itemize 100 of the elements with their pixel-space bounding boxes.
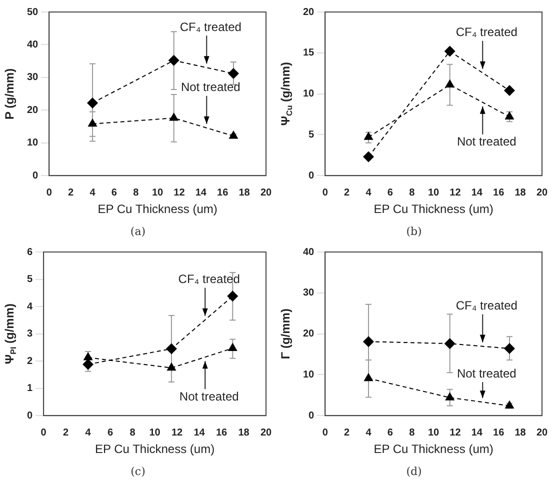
y-axis-title: ΨCu (g/mm) <box>278 62 294 126</box>
x-tick-label: 2 <box>344 427 350 438</box>
y-tick-label: 3 <box>27 328 33 340</box>
point <box>364 372 374 382</box>
series-label: Not treated <box>180 80 240 94</box>
x-tick-label: 18 <box>238 427 250 438</box>
point <box>227 290 238 302</box>
y-tick-label: 10 <box>303 369 315 380</box>
x-tick-label: 18 <box>514 427 526 438</box>
x-tick-label: 10 <box>149 427 161 438</box>
series-label: Not treated <box>456 134 516 149</box>
y-tick-label: 20 <box>303 6 315 18</box>
x-tick-label: 14 <box>471 427 483 438</box>
y-tick-label: 0 <box>308 410 315 422</box>
y-tick-label: 15 <box>303 48 315 59</box>
point <box>364 132 374 140</box>
x-tick-label: 20 <box>260 427 272 438</box>
x-tick-label: 16 <box>493 427 505 438</box>
x-tick-label: 10 <box>152 187 164 198</box>
x-tick-label: 2 <box>344 187 350 198</box>
x-axis-title: EP Cu Thickness (um) <box>98 202 218 216</box>
point <box>445 392 455 400</box>
x-tick-label: 6 <box>387 427 394 438</box>
x-tick-label: 20 <box>260 187 272 198</box>
x-tick-label: 14 <box>194 427 206 438</box>
point <box>504 111 514 120</box>
point <box>88 118 98 127</box>
point <box>504 85 515 96</box>
x-tick-label: 8 <box>409 427 416 438</box>
x-tick-label: 4 <box>366 427 372 438</box>
x-tick-label: 8 <box>409 187 416 198</box>
x-tick-label: 2 <box>63 427 70 438</box>
x-tick-label: 20 <box>536 427 548 438</box>
x-tick-label: 0 <box>322 427 328 438</box>
point <box>166 362 176 371</box>
point <box>444 338 456 350</box>
x-tick-label: 8 <box>130 427 136 438</box>
text: (b) <box>405 225 423 238</box>
y-tick-label: 0 <box>27 410 33 422</box>
x-tick-label: 18 <box>238 187 250 198</box>
y-tick-label: 20 <box>27 104 39 116</box>
point <box>169 112 179 121</box>
x-tick-label: 4 <box>366 187 372 198</box>
y-tick-label: 6 <box>27 246 33 258</box>
x-tick-label: 14 <box>195 187 207 198</box>
series-label: Not treated <box>179 389 239 404</box>
point <box>363 336 374 348</box>
x-tick-label: 12 <box>450 427 462 438</box>
point <box>228 130 238 139</box>
x-tick-label: 4 <box>85 427 92 438</box>
series-label: CF₄ treated <box>456 25 518 40</box>
x-tick-label: 4 <box>90 187 96 198</box>
x-tick-label: 16 <box>493 187 505 198</box>
x-tick-label: 14 <box>471 187 483 198</box>
x-tick-label: 10 <box>428 427 440 438</box>
x-tick-label: 10 <box>428 187 440 198</box>
x-tick-label: 12 <box>174 187 186 198</box>
y-tick-label: 2 <box>27 356 33 367</box>
text: (c) <box>130 465 146 478</box>
point <box>445 79 455 88</box>
point <box>504 400 514 409</box>
point <box>83 352 93 360</box>
y-tick-label: 5 <box>27 274 33 286</box>
series-label: CF₄ treated <box>180 20 242 34</box>
text: (d) <box>405 465 423 478</box>
x-tick-label: 12 <box>171 427 184 438</box>
y-tick-label: 30 <box>27 72 39 84</box>
y-axis-title: Γ (g/mm) <box>278 308 292 360</box>
y-tick-label: 5 <box>308 129 315 140</box>
x-tick-label: 0 <box>40 427 47 438</box>
y-axis-title: ΨPI (g/mm) <box>2 303 18 364</box>
x-tick-label: 8 <box>133 187 140 198</box>
x-tick-label: 6 <box>108 427 114 438</box>
x-axis-title: EP Cu Thickness (um) <box>374 442 494 456</box>
y-tick-label: 1 <box>27 383 33 394</box>
series-label: CF₄ treated <box>178 272 240 286</box>
point <box>87 97 98 108</box>
y-tick-label: 40 <box>27 39 39 50</box>
x-tick-label: 0 <box>322 187 328 198</box>
y-tick-label: 0 <box>32 170 39 182</box>
x-axis-title: EP Cu Thickness (um) <box>374 202 494 216</box>
point <box>166 343 177 354</box>
y-tick-label: 0 <box>308 170 315 182</box>
series-label: Not treated <box>456 366 516 380</box>
x-tick-label: 6 <box>111 187 118 198</box>
text: CF₄ treated <box>456 298 518 313</box>
y-tick-label: 20 <box>303 328 315 340</box>
y-tick-label: 30 <box>303 288 315 299</box>
x-tick-label: 6 <box>387 187 394 198</box>
x-tick-label: 20 <box>536 187 548 198</box>
y-tick-label: 10 <box>303 88 315 100</box>
x-tick-label: 16 <box>216 427 228 438</box>
x-tick-label: 0 <box>46 187 52 198</box>
y-axis-title: P (g/mm) <box>2 68 16 120</box>
y-tick-label: 10 <box>27 138 39 149</box>
y-tick-label: 50 <box>27 6 39 18</box>
point <box>228 68 239 80</box>
point <box>444 46 456 57</box>
x-tick-label: 18 <box>514 187 526 198</box>
y-tick-label: 4 <box>27 301 33 312</box>
